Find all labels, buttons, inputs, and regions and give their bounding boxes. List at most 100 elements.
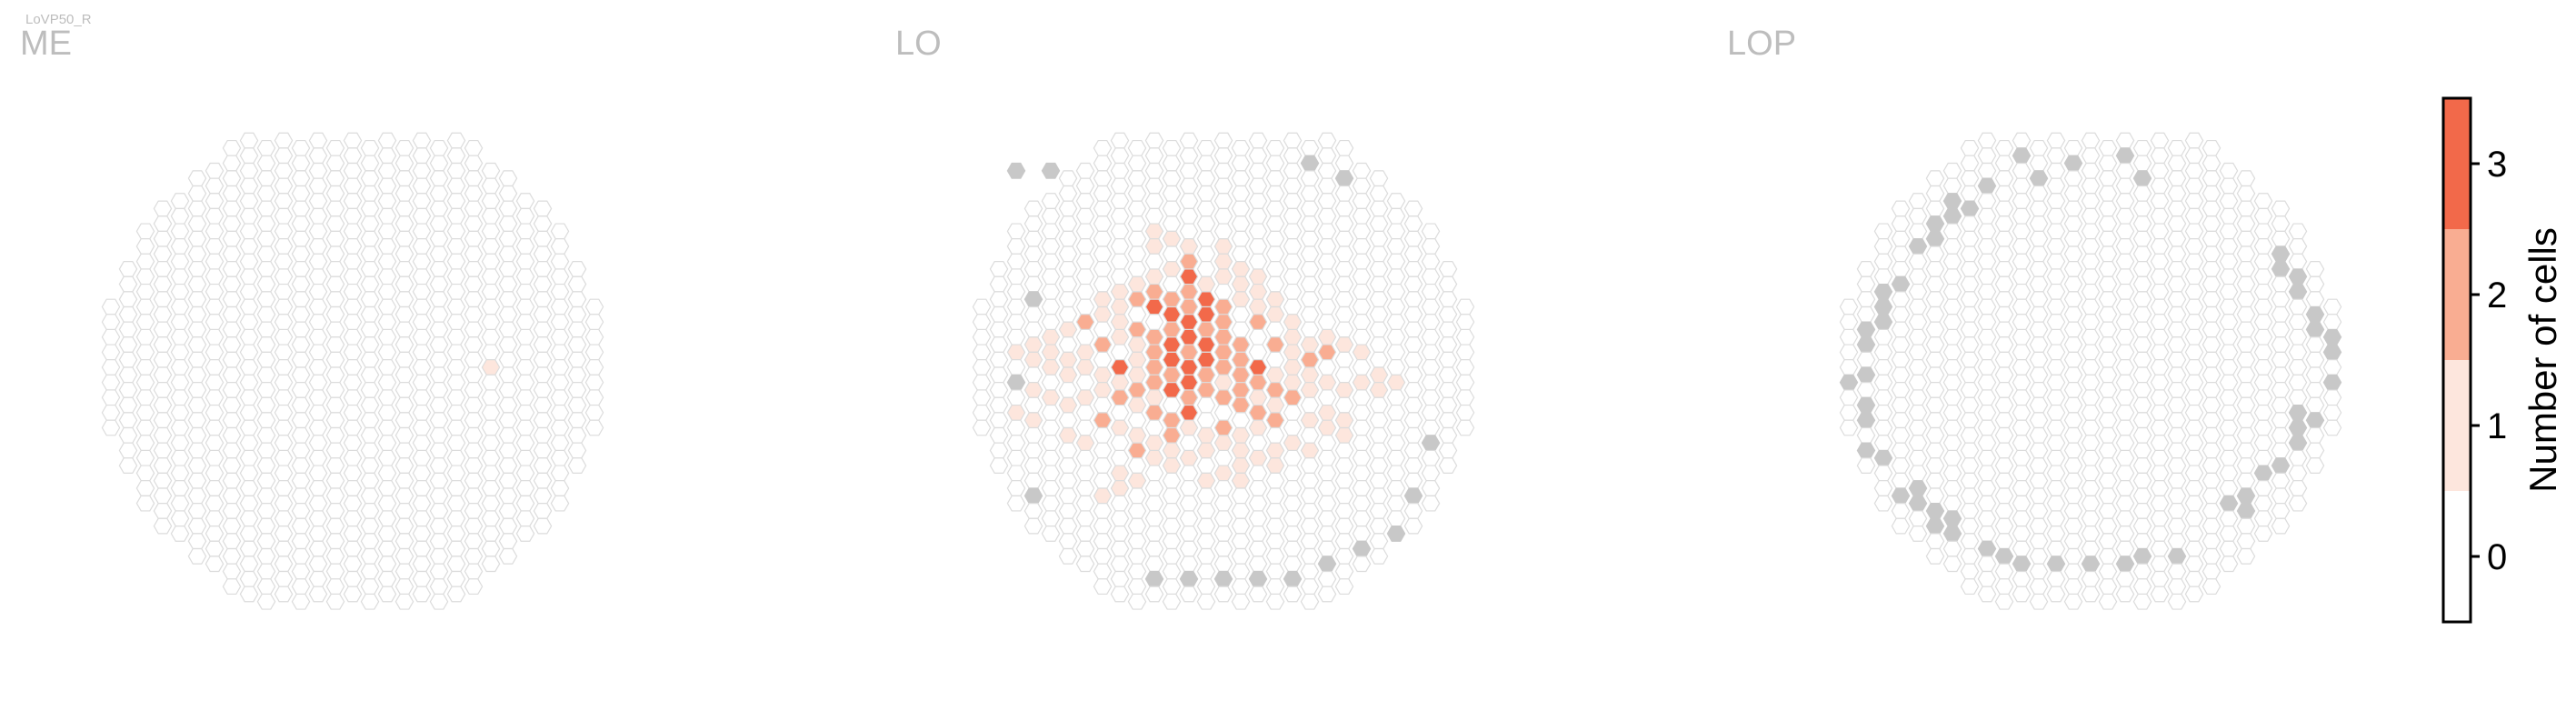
hex-cell bbox=[291, 261, 311, 277]
hex-cell bbox=[170, 238, 190, 255]
hex-cell bbox=[2132, 230, 2152, 247]
hex-cell bbox=[1144, 525, 1164, 542]
hex-cell bbox=[239, 344, 259, 361]
hex-cell bbox=[274, 132, 294, 149]
hex-cell-out-of-column bbox=[1403, 487, 1423, 505]
hex-cell-value-1 bbox=[1196, 472, 1216, 489]
hex-cell-out-of-column bbox=[1856, 321, 1876, 338]
hex-cell bbox=[1248, 207, 1268, 225]
hex-cell bbox=[291, 382, 311, 398]
hex-cell-out-of-column bbox=[2288, 268, 2308, 285]
hex-cell bbox=[1058, 185, 1078, 202]
hex-cell bbox=[2202, 155, 2222, 172]
hex-cell bbox=[205, 449, 225, 466]
hex-cell bbox=[343, 435, 363, 452]
hex-cell bbox=[2098, 487, 2118, 505]
hex-cell bbox=[2219, 314, 2239, 331]
hex-cell bbox=[2063, 517, 2083, 535]
hex-cell bbox=[1352, 389, 1372, 406]
hex-cell bbox=[1994, 426, 2014, 444]
hex-cell bbox=[377, 389, 397, 406]
hex-cell bbox=[1438, 275, 1458, 293]
hex-cell-out-of-column bbox=[1856, 336, 1876, 353]
hex-cell bbox=[533, 230, 553, 247]
hex-cell bbox=[533, 275, 553, 293]
hex-cell bbox=[222, 563, 242, 580]
hex-cell bbox=[118, 412, 138, 429]
hex-cell bbox=[205, 404, 225, 421]
hex-cell bbox=[153, 321, 173, 338]
colorbar-label: Number of cells bbox=[2521, 227, 2564, 493]
hex-cell-value-2 bbox=[1144, 283, 1164, 300]
hex-cell bbox=[2305, 382, 2325, 398]
hex-cell bbox=[2184, 193, 2204, 210]
hex-cell-value-2 bbox=[1144, 404, 1164, 421]
hex-cell bbox=[1891, 321, 1911, 338]
hex-cell bbox=[2115, 480, 2135, 496]
hex-cell bbox=[498, 517, 518, 535]
hex-cell bbox=[170, 404, 190, 421]
hex-cell bbox=[1265, 155, 1285, 172]
hex-cell bbox=[187, 487, 207, 505]
hex-cell bbox=[2219, 389, 2239, 406]
hex-cell bbox=[1248, 344, 1268, 361]
hex-cell bbox=[1421, 314, 1441, 331]
hex-cell bbox=[2098, 275, 2118, 293]
hex-cell bbox=[308, 162, 328, 179]
hex-cell bbox=[2184, 449, 2204, 466]
hex-cell bbox=[1075, 162, 1095, 179]
hex-cell bbox=[1300, 503, 1320, 519]
hex-cell bbox=[1960, 245, 1980, 263]
hex-cell bbox=[584, 419, 604, 436]
hex-cell bbox=[101, 404, 121, 421]
hex-cell bbox=[2202, 351, 2222, 368]
hex-cell-out-of-column bbox=[2236, 503, 2256, 519]
hex-cell bbox=[464, 412, 484, 429]
hex-cell bbox=[118, 261, 138, 277]
hex-cell bbox=[170, 359, 190, 376]
hex-cell bbox=[1127, 547, 1147, 565]
hex-cell bbox=[1369, 517, 1389, 535]
hex-cell bbox=[1127, 261, 1147, 277]
hex-cell bbox=[1213, 132, 1233, 149]
hex-cell bbox=[2063, 547, 2083, 565]
hex-cell bbox=[222, 170, 242, 187]
hex-cell bbox=[222, 547, 242, 565]
hex-cell bbox=[1839, 389, 1859, 406]
hex-cell bbox=[1352, 556, 1372, 573]
hex-cell bbox=[2150, 419, 2170, 436]
hex-cell bbox=[1455, 314, 1475, 331]
hex-cell-out-of-column bbox=[1994, 547, 2014, 565]
hex-cell bbox=[1352, 359, 1372, 376]
hex-cell bbox=[2167, 412, 2187, 429]
hex-cell bbox=[1110, 253, 1130, 270]
hex-cell bbox=[2167, 245, 2187, 263]
hex-cell bbox=[325, 457, 345, 474]
hex-cell bbox=[2132, 563, 2152, 580]
hex-cell bbox=[1248, 510, 1268, 527]
hex-cell-value-2 bbox=[1265, 412, 1285, 429]
hex-cell bbox=[1334, 517, 1354, 535]
hex-cell bbox=[2202, 275, 2222, 293]
hex-cell bbox=[1386, 480, 1406, 496]
hex-cell bbox=[429, 533, 449, 550]
hex-cell bbox=[515, 314, 535, 331]
hex-cell bbox=[187, 503, 207, 519]
hex-cell bbox=[2184, 298, 2204, 315]
hex-cell bbox=[1386, 359, 1406, 376]
hex-cell bbox=[2132, 200, 2152, 217]
hex-cell-out-of-column bbox=[1421, 435, 1441, 452]
hex-cell bbox=[2098, 533, 2118, 550]
hex-cell bbox=[2012, 359, 2032, 376]
hex-cell bbox=[1960, 155, 1980, 172]
hex-cell-value-1 bbox=[1231, 457, 1251, 474]
hex-cell bbox=[584, 314, 604, 331]
hex-cell bbox=[2115, 525, 2135, 542]
hex-cell bbox=[274, 389, 294, 406]
hex-cell-out-of-column bbox=[2132, 170, 2152, 187]
hex-cell bbox=[1093, 472, 1113, 489]
hex-cell bbox=[1873, 253, 1893, 270]
hex-cell bbox=[550, 314, 570, 331]
hex-cell bbox=[1006, 298, 1026, 315]
hex-cell bbox=[972, 404, 992, 421]
